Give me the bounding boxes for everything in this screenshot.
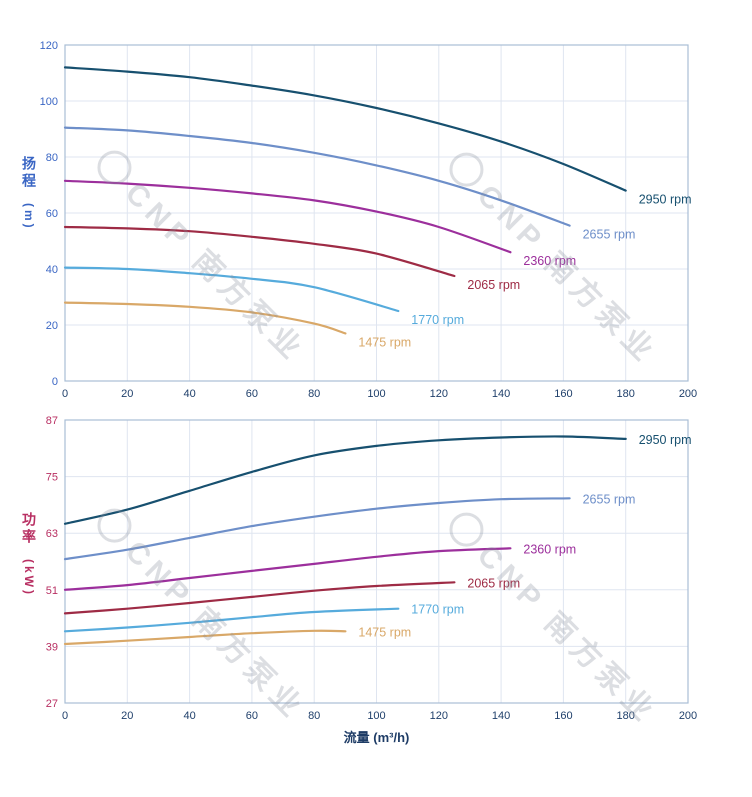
svg-text:2065 rpm: 2065 rpm — [467, 576, 520, 590]
svg-text:120: 120 — [40, 40, 58, 52]
svg-text:60: 60 — [246, 388, 258, 400]
svg-text:140: 140 — [492, 710, 510, 722]
x-axis-title: 流量 (m³/h) — [343, 730, 410, 745]
svg-text:140: 140 — [492, 388, 510, 400]
svg-text:80: 80 — [308, 388, 320, 400]
svg-text:2950 rpm: 2950 rpm — [639, 433, 692, 447]
svg-text:40: 40 — [183, 710, 195, 722]
head-axis-unit: (m) — [22, 202, 36, 231]
svg-text:2360 rpm: 2360 rpm — [523, 254, 576, 268]
svg-text:1770 rpm: 1770 rpm — [411, 603, 464, 617]
svg-text:180: 180 — [617, 710, 635, 722]
svg-text:2655 rpm: 2655 rpm — [583, 492, 636, 506]
svg-text:75: 75 — [46, 472, 58, 484]
svg-text:2065 rpm: 2065 rpm — [467, 278, 520, 292]
svg-text:160: 160 — [554, 710, 572, 722]
svg-text:160: 160 — [554, 388, 572, 400]
svg-text:40: 40 — [46, 264, 58, 276]
svg-text:1475 rpm: 1475 rpm — [358, 335, 411, 349]
svg-text:27: 27 — [46, 698, 58, 710]
head-axis-label: 扬程 (m) — [21, 156, 37, 231]
power-axis-unit: (kW) — [22, 558, 36, 597]
svg-text:80: 80 — [308, 710, 320, 722]
svg-text:200: 200 — [679, 710, 697, 722]
svg-text:200: 200 — [679, 388, 697, 400]
svg-text:0: 0 — [62, 710, 68, 722]
svg-text:87: 87 — [46, 415, 58, 427]
svg-text:20: 20 — [46, 320, 58, 332]
svg-text:120: 120 — [430, 388, 448, 400]
svg-text:1475 rpm: 1475 rpm — [358, 625, 411, 639]
head-axis-label-text: 扬程 — [21, 156, 37, 190]
svg-text:63: 63 — [46, 528, 58, 540]
svg-text:2950 rpm: 2950 rpm — [639, 193, 692, 207]
svg-text:120: 120 — [430, 710, 448, 722]
svg-text:100: 100 — [367, 388, 385, 400]
power-axis-label-text: 功率 — [21, 512, 37, 546]
svg-text:80: 80 — [46, 152, 58, 164]
svg-text:60: 60 — [246, 710, 258, 722]
power-axis-label: 功率 (kW) — [21, 512, 37, 597]
svg-text:1770 rpm: 1770 rpm — [411, 313, 464, 327]
svg-text:20: 20 — [121, 710, 133, 722]
svg-text:51: 51 — [46, 585, 58, 597]
charts-canvas: 0 20 40 60 80 100 120 140 160 180 2000204060801001… — [40, 40, 698, 722]
svg-text:20: 20 — [121, 388, 133, 400]
svg-text:2655 rpm: 2655 rpm — [583, 228, 636, 242]
svg-text:100: 100 — [367, 710, 385, 722]
svg-text:2360 rpm: 2360 rpm — [523, 542, 576, 556]
svg-text:0: 0 — [62, 388, 68, 400]
svg-text:39: 39 — [46, 641, 58, 653]
svg-text:100: 100 — [40, 96, 58, 108]
svg-text:40: 40 — [183, 388, 195, 400]
svg-text:0: 0 — [52, 376, 58, 388]
svg-text:60: 60 — [46, 208, 58, 220]
svg-text:180: 180 — [617, 388, 635, 400]
